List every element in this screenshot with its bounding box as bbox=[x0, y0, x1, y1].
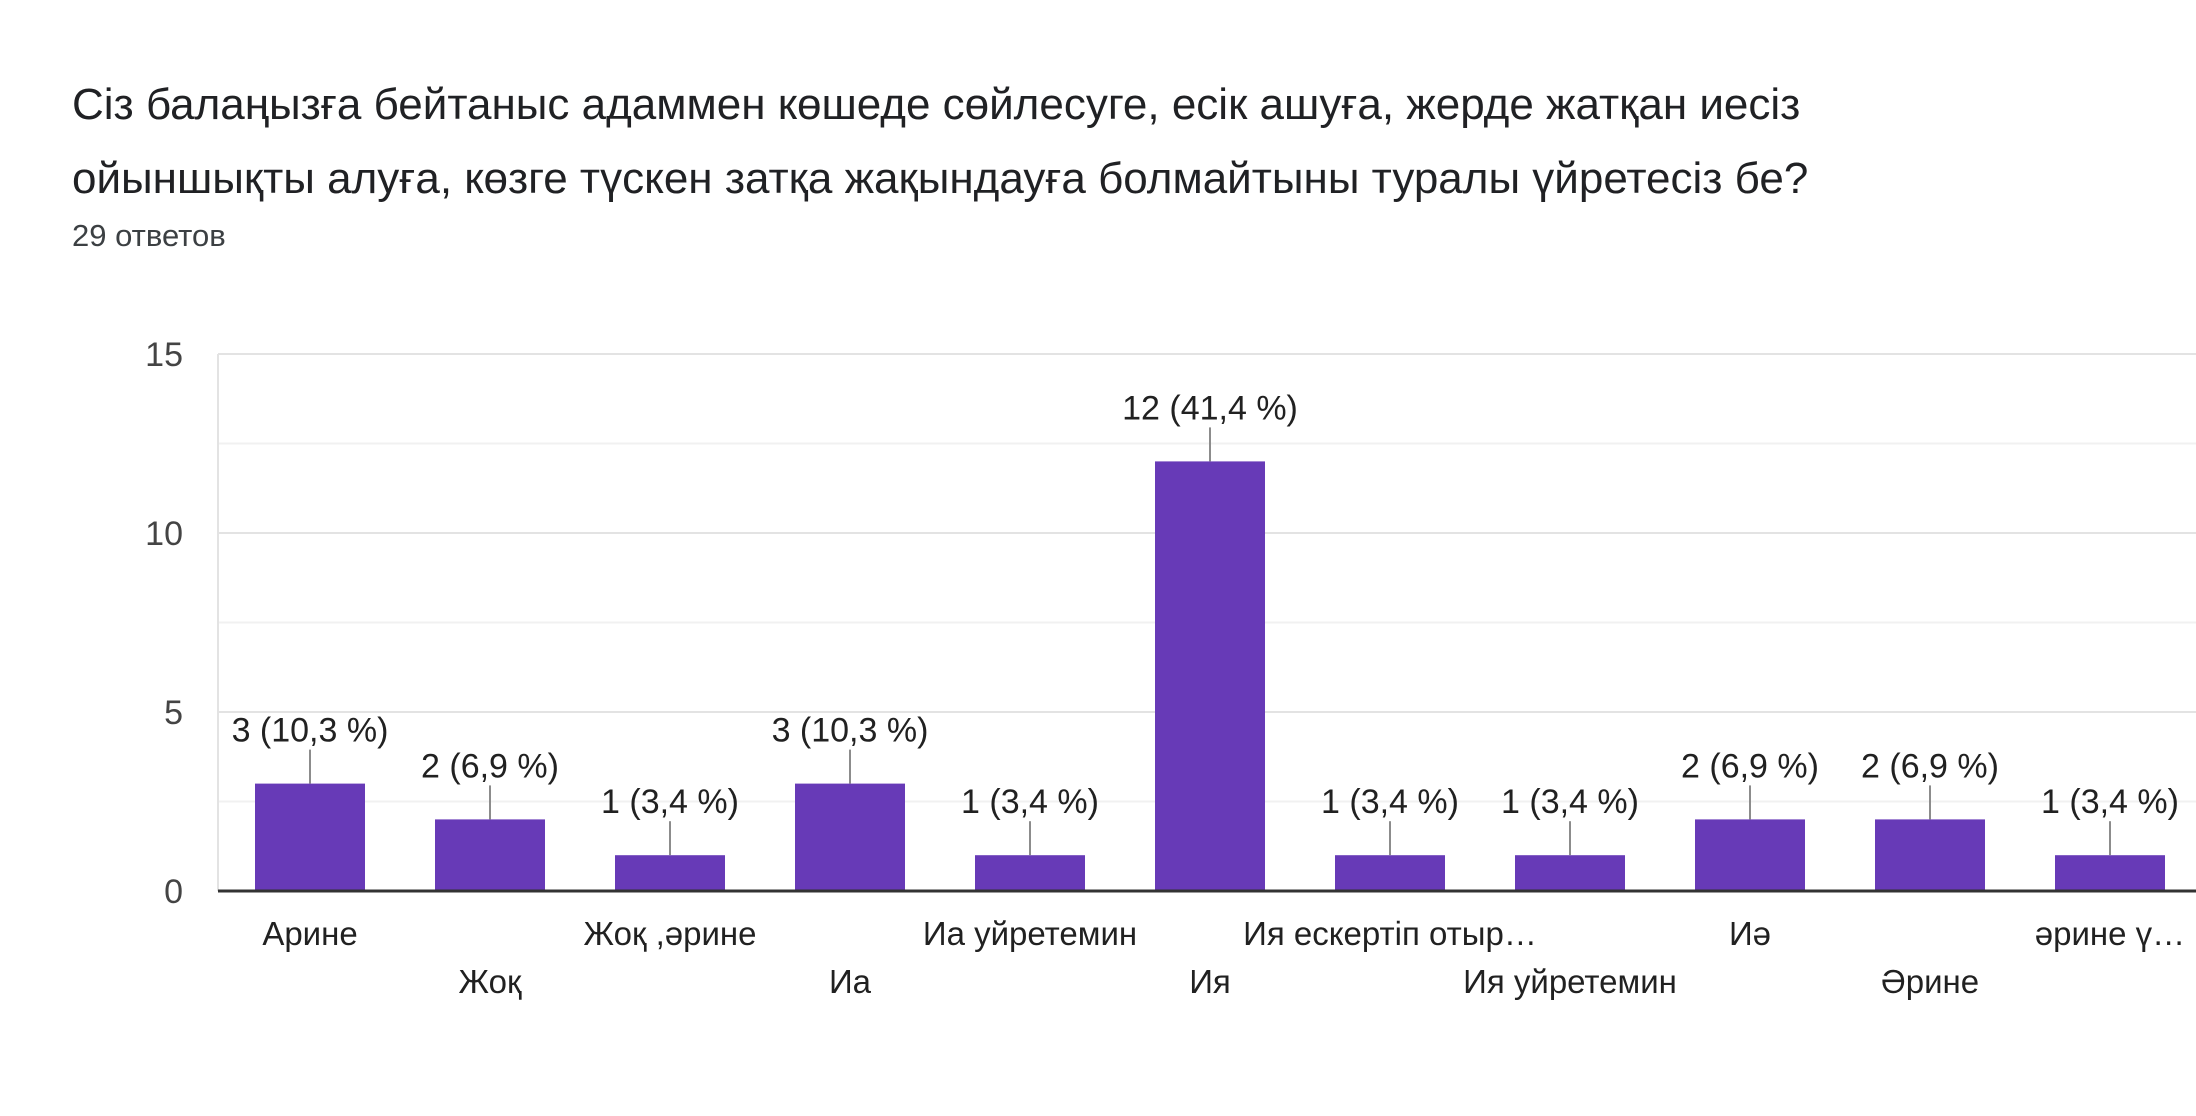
category-label: Әрине bbox=[1881, 963, 1979, 1000]
bar-11 bbox=[2055, 855, 2165, 891]
category-label: Ия уйретемин bbox=[1463, 963, 1677, 1000]
y-tick-label: 5 bbox=[164, 694, 183, 732]
category-label: Жоқ ,әрине bbox=[584, 915, 757, 952]
bar-8 bbox=[1515, 855, 1625, 891]
question-title-line2: ойыншықты алуға, көзге түскен затқа жақы… bbox=[72, 154, 1809, 203]
data-label: 1 (3,4 %) bbox=[961, 783, 1099, 821]
bar-9 bbox=[1695, 819, 1805, 891]
response-count: 29 ответов bbox=[72, 218, 226, 253]
category-label: Иә bbox=[1729, 915, 1771, 952]
data-label: 3 (10,3 %) bbox=[232, 712, 389, 750]
question-title: Сіз балаңызға бейтаныс адаммен көшеде сө… bbox=[72, 68, 2152, 216]
bar-7 bbox=[1335, 855, 1445, 891]
data-label: 2 (6,9 %) bbox=[1861, 747, 1999, 785]
bar-1 bbox=[255, 783, 365, 891]
data-label: 3 (10,3 %) bbox=[772, 712, 929, 750]
data-label: 12 (41,4 %) bbox=[1122, 389, 1298, 427]
y-tick-label: 15 bbox=[145, 336, 183, 374]
bar-3 bbox=[615, 855, 725, 891]
data-label: 2 (6,9 %) bbox=[421, 747, 559, 785]
category-label: Арине bbox=[262, 915, 357, 952]
y-tick-label: 10 bbox=[145, 515, 183, 553]
category-label: Ия bbox=[1189, 963, 1231, 1000]
data-label: 2 (6,9 %) bbox=[1681, 747, 1819, 785]
bar-5 bbox=[975, 855, 1085, 891]
category-label: Жоқ bbox=[459, 963, 522, 1000]
y-tick-label: 0 bbox=[164, 873, 183, 911]
bar-6 bbox=[1155, 461, 1265, 891]
category-label: Ия ескертіп отыр… bbox=[1243, 915, 1537, 952]
category-label: әрине ү… bbox=[2035, 915, 2185, 952]
category-label: Иа bbox=[829, 963, 872, 1000]
data-label: 1 (3,4 %) bbox=[1501, 783, 1639, 821]
data-label: 1 (3,4 %) bbox=[601, 783, 739, 821]
bar-2 bbox=[435, 819, 545, 891]
category-label: Иа уйретемин bbox=[923, 915, 1137, 952]
bar-4 bbox=[795, 783, 905, 891]
question-title-line1: Сіз балаңызға бейтаныс адаммен көшеде сө… bbox=[72, 80, 1801, 129]
data-label: 1 (3,4 %) bbox=[2041, 783, 2179, 821]
data-label: 1 (3,4 %) bbox=[1321, 783, 1459, 821]
bar-10 bbox=[1875, 819, 1985, 891]
